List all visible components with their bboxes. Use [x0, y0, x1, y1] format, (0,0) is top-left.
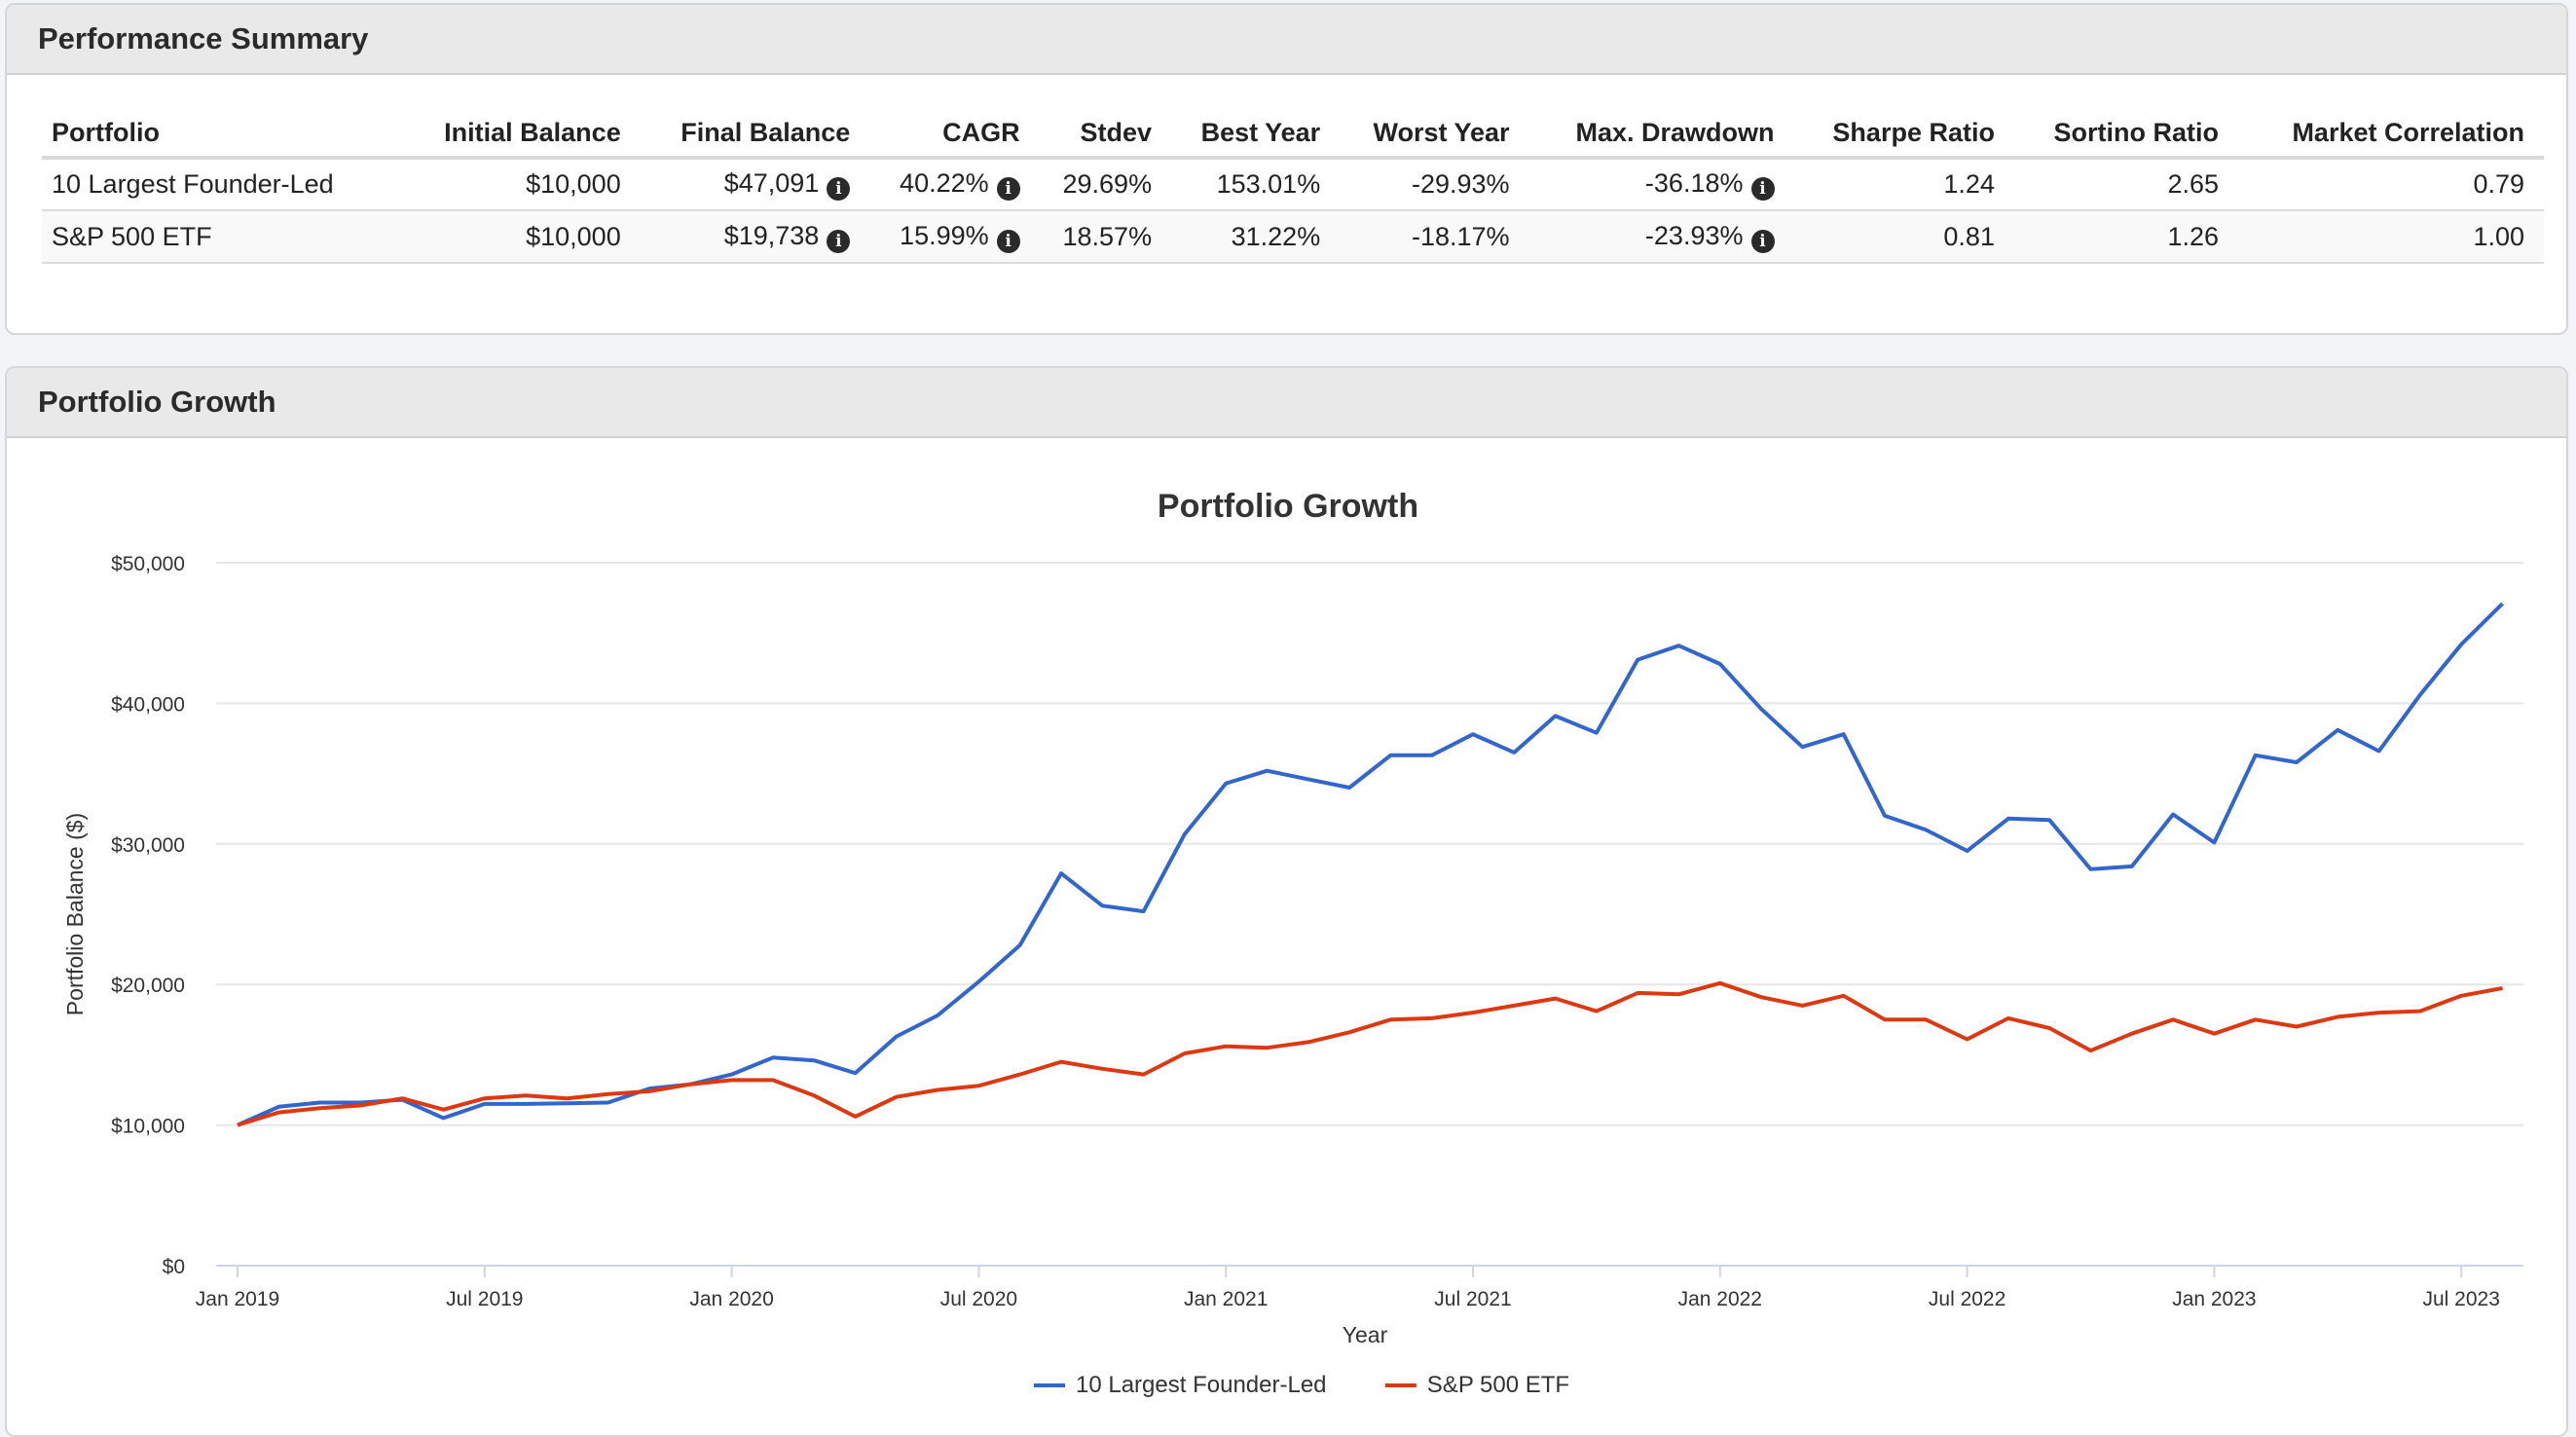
cell-worst: -18.17% — [1340, 210, 1529, 264]
chart-legend: 10 Largest Founder-Led S&P 500 ETF — [1034, 1372, 1569, 1398]
cell-drawdown-value: -23.93% — [1644, 220, 1744, 250]
info-circle-icon[interactable]: i — [996, 177, 1020, 201]
info-circle-icon[interactable]: i — [1750, 177, 1775, 201]
cell-drawdown-value: -36.18% — [1644, 168, 1744, 198]
portfolio-growth-header: Portfolio Growth — [7, 368, 2566, 438]
x-axis-label: Year — [1343, 1322, 1388, 1347]
cell-correlation: 0.79 — [2238, 158, 2544, 211]
cell-sharpe: 1.24 — [1793, 158, 2014, 211]
cell-worst: -29.93% — [1340, 158, 1529, 211]
y-tick-label: $50,000 — [111, 553, 185, 575]
x-tick-label: Jan 2022 — [1678, 1288, 1762, 1310]
y-tick-label: $0 — [163, 1256, 185, 1278]
table-header-row: Portfolio Initial Balance Final Balance … — [42, 109, 2544, 160]
growth-chart-container: Portfolio Growth $0 $10,000 $20,000 $30,000… — [7, 368, 2566, 1434]
cell-sortino: 2.65 — [2013, 158, 2239, 211]
x-axis-ticks: Jan 2019 Jul 2019 Jan 2020 Jul 2020 Jan 2021… — [196, 1266, 2500, 1310]
cell-cagr-value: 40.22% — [900, 168, 989, 198]
legend-label: S&P 500 ETF — [1427, 1372, 1569, 1398]
x-tick-label: Jul 2019 — [446, 1288, 523, 1310]
cell-cagr-value: 15.99% — [900, 220, 989, 250]
col-market-correlation: Market Correlation — [2238, 109, 2544, 160]
cell-portfolio: S&P 500 ETF — [42, 210, 402, 264]
x-tick-label: Jan 2021 — [1184, 1288, 1268, 1310]
y-tick-label: $20,000 — [111, 975, 185, 997]
table-row: S&P 500 ETF $10,000 $19,738 i 15.99% i 18.… — [42, 210, 2544, 264]
col-final-balance: Final Balance — [640, 109, 870, 160]
table-row: 10 Largest Founder-Led $10,000 $47,091 i … — [42, 158, 2544, 211]
info-circle-icon[interactable]: i — [1750, 229, 1775, 253]
y-tick-label: $10,000 — [111, 1116, 185, 1138]
cell-drawdown: -36.18% i — [1528, 158, 1794, 211]
portfolio-growth-panel: Portfolio Growth Portfolio Growth $0 $10,… — [5, 366, 2568, 1437]
col-sharpe-ratio: Sharpe Ratio — [1793, 109, 2014, 160]
series-line — [237, 980, 2503, 1127]
y-tick-label: $30,000 — [111, 834, 185, 857]
col-stdev: Stdev — [1039, 109, 1172, 160]
col-cagr: CAGR — [869, 109, 1040, 160]
x-tick-label: Jul 2022 — [1929, 1288, 2006, 1310]
performance-summary-panel: Performance Summary Portfolio Initial Ba… — [5, 3, 2568, 335]
y-axis-ticks: $0 $10,000 $20,000 $30,000 $40,000 $50,000 — [111, 553, 185, 1278]
cell-correlation: 1.00 — [2238, 210, 2544, 264]
cell-final-value: $47,091 — [723, 168, 820, 198]
cell-final: $47,091 i — [640, 158, 870, 211]
col-best-year: Best Year — [1171, 109, 1341, 160]
x-tick-label: Jul 2023 — [2422, 1288, 2499, 1310]
col-initial-balance: Initial Balance — [402, 109, 641, 160]
series-line — [237, 602, 2504, 1127]
info-circle-icon[interactable]: i — [827, 177, 851, 201]
cell-drawdown: -23.93% i — [1528, 210, 1794, 264]
cell-stdev: 29.69% — [1039, 158, 1172, 211]
cell-initial: $10,000 — [402, 210, 641, 264]
cell-best: 31.22% — [1171, 210, 1341, 264]
x-tick-label: Jan 2020 — [689, 1288, 773, 1310]
chart-series — [237, 602, 2504, 1127]
cell-sortino: 1.26 — [2013, 210, 2239, 264]
cell-stdev: 18.57% — [1039, 210, 1172, 264]
info-circle-icon[interactable]: i — [996, 229, 1020, 253]
x-tick-label: Jan 2019 — [196, 1288, 279, 1310]
cell-cagr: 15.99% i — [869, 210, 1040, 264]
cell-final: $19,738 i — [640, 210, 870, 264]
growth-chart: Portfolio Growth $0 $10,000 $20,000 $30,000… — [62, 488, 2523, 1398]
y-axis-label: Portfolio Balance ($) — [62, 813, 88, 1015]
col-portfolio: Portfolio — [42, 109, 402, 160]
x-tick-label: Jan 2023 — [2172, 1288, 2256, 1310]
cell-initial: $10,000 — [402, 158, 641, 211]
cell-final-value: $19,738 — [723, 220, 820, 250]
cell-cagr: 40.22% i — [869, 158, 1040, 211]
performance-table: Portfolio Initial Balance Final Balance … — [42, 109, 2544, 264]
legend-label: 10 Largest Founder-Led — [1076, 1372, 1327, 1398]
cell-best: 153.01% — [1171, 158, 1341, 211]
col-worst-year: Worst Year — [1340, 109, 1529, 160]
performance-summary-header: Performance Summary — [7, 5, 2566, 75]
cell-sharpe: 0.81 — [1793, 210, 2014, 264]
x-tick-label: Jul 2020 — [940, 1288, 1017, 1310]
info-circle-icon[interactable]: i — [827, 229, 851, 253]
x-tick-label: Jul 2021 — [1434, 1288, 1511, 1310]
y-tick-label: $40,000 — [111, 693, 185, 716]
col-max-drawdown: Max. Drawdown — [1528, 109, 1794, 160]
chart-gridlines — [216, 562, 2523, 1267]
col-sortino-ratio: Sortino Ratio — [2013, 109, 2239, 160]
cell-portfolio: 10 Largest Founder-Led — [42, 158, 402, 211]
chart-title: Portfolio Growth — [1158, 488, 1418, 525]
